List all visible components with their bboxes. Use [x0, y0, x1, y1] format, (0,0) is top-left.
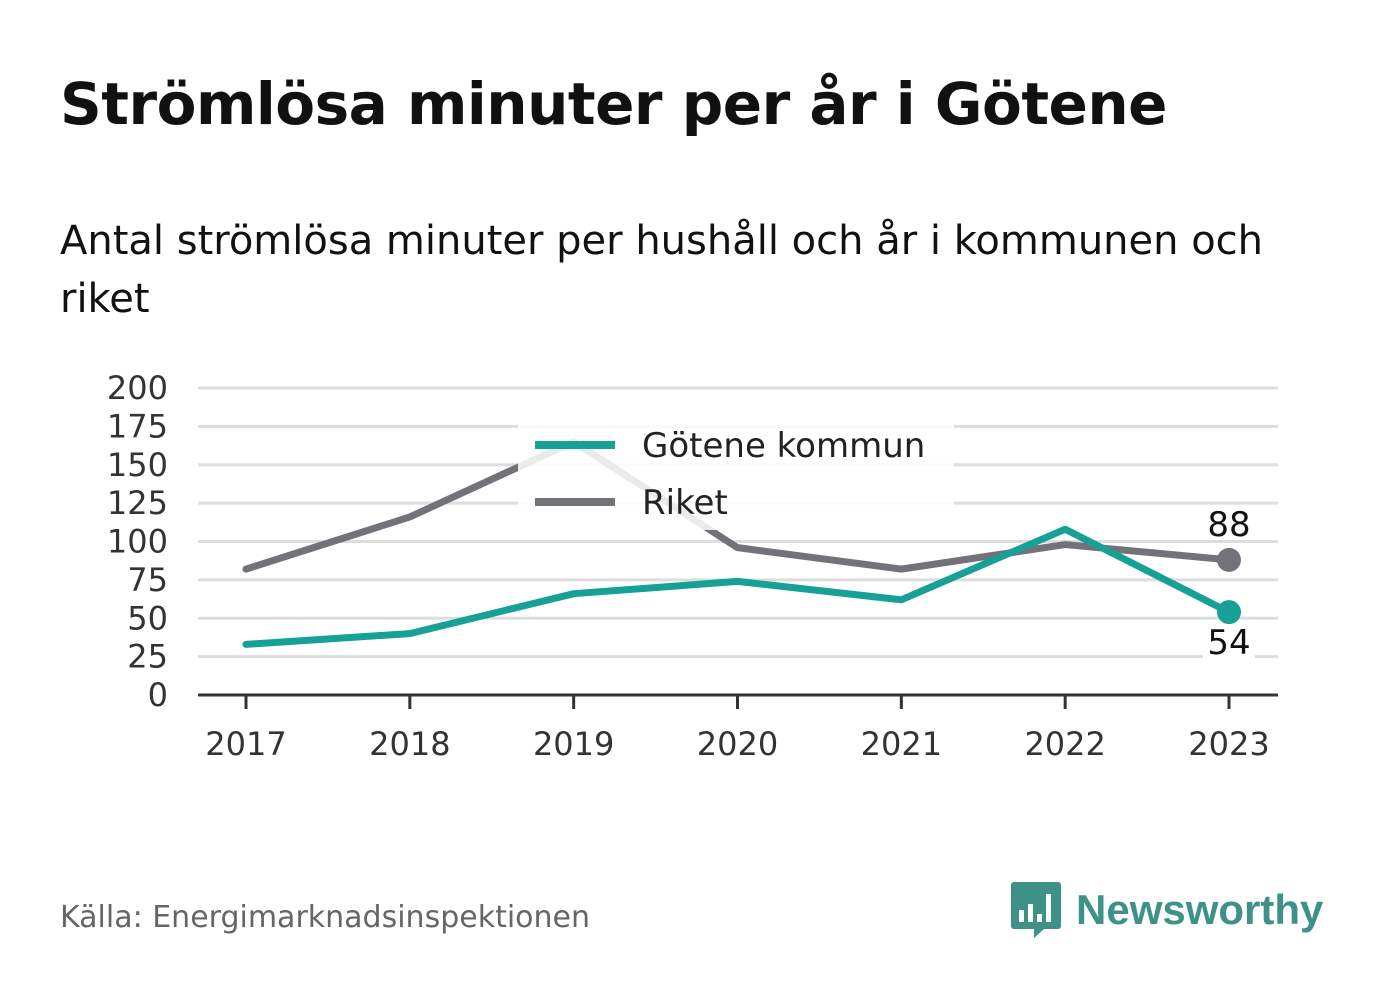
x-tick-label: 2021 — [861, 725, 942, 763]
x-tick-label: 2019 — [533, 725, 614, 763]
y-tick-label: 125 — [107, 484, 168, 522]
legend-background — [518, 418, 954, 530]
y-tick-label: 50 — [127, 599, 168, 637]
x-tick-label: 2022 — [1024, 725, 1105, 763]
series-lines — [242, 438, 1233, 648]
end-label: 54 — [1207, 623, 1250, 663]
source-note: Källa: Energimarknadsinspektionen — [60, 900, 591, 935]
y-tick-label: 75 — [127, 561, 168, 599]
legend: Götene kommun Riket — [518, 418, 954, 530]
y-tick-label: 150 — [107, 446, 168, 484]
series-line-gotene — [242, 525, 1233, 648]
x-tick-label: 2018 — [369, 725, 450, 763]
end-label-background — [1203, 624, 1255, 665]
series-line-riket — [242, 438, 1233, 573]
end-label: 88 — [1207, 505, 1250, 545]
y-tick-label: 175 — [107, 407, 168, 445]
legend-label: Riket — [642, 483, 728, 523]
chart-title: Strömlösa minuter per år i Götene — [60, 70, 1168, 138]
y-tick-label: 100 — [107, 523, 168, 561]
bar-chart-speech-bubble-icon — [1011, 882, 1061, 938]
y-tick-label: 0 — [148, 676, 168, 714]
y-tick-label: 200 — [107, 369, 168, 407]
legend-label: Götene kommun — [642, 426, 925, 466]
x-tick-label: 2023 — [1188, 725, 1269, 763]
end-point — [1217, 547, 1241, 572]
x-tick-label: 2017 — [205, 725, 286, 763]
newsworthy-logo: Newsworthy — [1010, 878, 1323, 942]
x-axis: 2017 2018 2019 2020 2021 2022 2023 — [198, 693, 1278, 763]
end-point — [1217, 600, 1241, 625]
end-labels: 54 88 — [1203, 505, 1255, 665]
x-tick-label: 2020 — [697, 725, 778, 763]
y-tick-label: 25 — [127, 638, 168, 676]
chart-subtitle: Antal strömlösa minuter per hushåll och … — [60, 218, 1264, 322]
brand-name: Newsworthy — [1076, 886, 1324, 933]
